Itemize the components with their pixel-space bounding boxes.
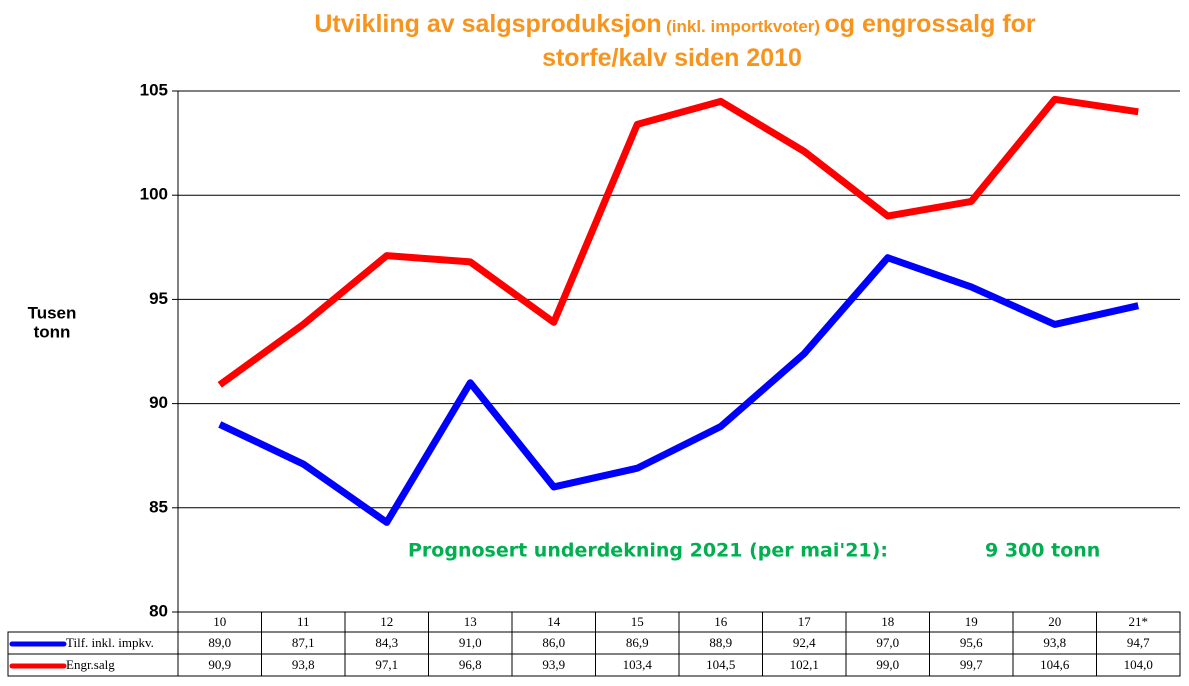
- data-label: 88,9: [709, 635, 732, 650]
- x-tick-label: 19: [965, 614, 978, 629]
- data-label: 104,6: [1040, 657, 1070, 672]
- data-label: 86,9: [626, 635, 649, 650]
- data-label: 102,1: [790, 657, 819, 672]
- data-label: 97,0: [876, 635, 899, 650]
- x-tick-label: 16: [714, 614, 728, 629]
- data-label: 99,7: [960, 657, 983, 672]
- line-series: [217, 95, 1139, 388]
- data-label: 104,5: [706, 657, 735, 672]
- data-label: 86,0: [542, 635, 565, 650]
- title-note: (inkl. importkvoter): [666, 17, 820, 36]
- data-label: 84,3: [375, 635, 398, 650]
- data-label: 103,4: [623, 657, 653, 672]
- data-label: 104,0: [1124, 657, 1153, 672]
- table-cell: [1096, 653, 1181, 677]
- title-end: og engrossalg for: [825, 10, 1036, 38]
- x-tick-label: 18: [881, 614, 894, 629]
- x-tick-label: 12: [380, 614, 393, 629]
- y-tick-label: 95: [149, 289, 168, 308]
- x-tick-label: 21*: [1129, 614, 1149, 629]
- title-line1: Utvikling av salgsproduksjon (inkl. impo…: [314, 10, 1036, 38]
- y-tick-label: 90: [149, 393, 168, 412]
- data-label: 92,4: [793, 635, 816, 650]
- y-tick-label: 105: [140, 80, 168, 99]
- x-tick-label: 13: [464, 614, 477, 629]
- y-tick-label: 100: [140, 185, 168, 204]
- data-label: 93,8: [1043, 635, 1066, 650]
- data-label: 91,0: [459, 635, 482, 650]
- line-series: [218, 254, 1140, 526]
- chart-title: Utvikling av salgsproduksjon: [314, 10, 661, 38]
- x-tick-label: 14: [547, 614, 561, 629]
- title-line2: storfe/kalv siden 2010: [542, 44, 802, 72]
- x-tick-label: 15: [631, 614, 644, 629]
- data-label: 95,6: [960, 635, 983, 650]
- data-label: 97,1: [375, 657, 398, 672]
- legend-label: Tilf. inkl. impkv.: [66, 635, 154, 650]
- data-label: 89,0: [208, 635, 231, 650]
- y-tick-label: 80: [149, 601, 168, 620]
- data-label: 93,8: [292, 657, 315, 672]
- data-label: 87,1: [292, 635, 315, 650]
- x-tick-label: 20: [1048, 614, 1061, 629]
- data-label: 93,9: [542, 657, 565, 672]
- annotation: Prognosert underdekning 2021 (per mai'21…: [408, 540, 888, 562]
- legend-label: Engr.salg: [66, 657, 115, 672]
- data-label: 99,0: [876, 657, 899, 672]
- data-label: 94,7: [1127, 635, 1150, 650]
- y-axis-label: tonn: [34, 322, 71, 341]
- y-axis-label: Tusen: [28, 303, 77, 322]
- x-tick-label: 10: [213, 614, 226, 629]
- y-tick-label: 85: [149, 497, 168, 516]
- x-tick-label: 17: [798, 614, 812, 629]
- data-label: 90,9: [208, 657, 231, 672]
- annotation-value: 9 300 tonn: [985, 540, 1100, 562]
- data-label: 96,8: [459, 657, 482, 672]
- x-tick-label: 11: [297, 614, 310, 629]
